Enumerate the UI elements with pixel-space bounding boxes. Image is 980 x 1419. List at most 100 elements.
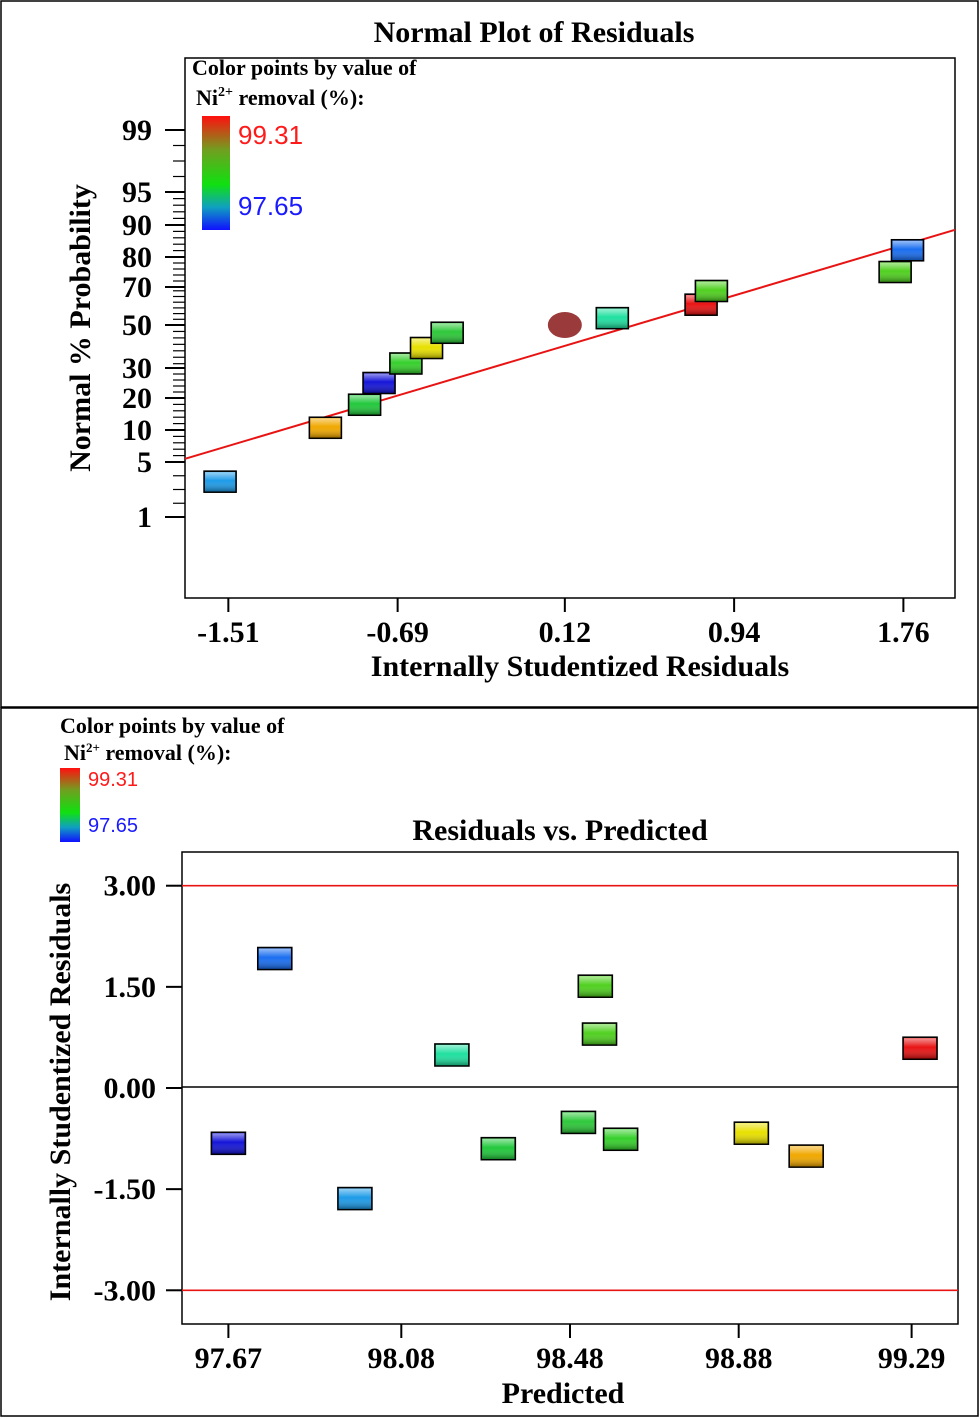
chart2-data-point: [560, 1110, 597, 1135]
chart1-y-tick-label: 1: [137, 501, 152, 534]
chart2-data-point: [577, 974, 614, 998]
chart2-data-point-shade: [579, 976, 612, 997]
panel1-border: [0, 0, 979, 708]
chart2-x-ticks: 97.67 98.08 98.48 98.88 99.29: [195, 1324, 946, 1375]
chart2-data-point-shade: [435, 1044, 468, 1065]
chart2-data-point-shade: [583, 1024, 616, 1045]
chart1-legend-max-label: 99.31: [238, 120, 303, 150]
chart1-y-tick-label: 5: [137, 446, 152, 479]
chart1-y-axis-label: Normal % Probability: [64, 184, 97, 472]
chart1-data-point: [430, 321, 464, 345]
chart1-points: [203, 238, 925, 493]
chart1-fit-line: [184, 228, 956, 460]
chart2-legend-max-label: 99.31: [88, 769, 138, 791]
chart1-data-point: [595, 306, 630, 330]
chart1-y-tick-label: 70: [122, 271, 152, 304]
chart1-y-tick-label: 50: [122, 309, 152, 342]
chart2-data-point-shade: [604, 1129, 637, 1150]
chart1-data-point-shade: [205, 472, 236, 492]
chart2-data-point-shade: [258, 948, 291, 969]
chart1-data-point: [347, 393, 382, 417]
chart2-data-point: [733, 1121, 770, 1145]
chart1-data-point: [203, 470, 237, 493]
chart1-x-tick-label: -0.69: [366, 616, 429, 649]
chart1-colorbar: [202, 116, 230, 230]
chart2-legend-min-label: 97.65: [88, 815, 138, 837]
chart2-x-tick-label: 98.48: [536, 1342, 604, 1375]
chart1-data-point-shade: [880, 262, 911, 282]
chart1-x-tick-label: -1.51: [197, 616, 260, 649]
chart1-title: Normal Plot of Residuals: [374, 16, 695, 49]
chart2-colorbar: [60, 768, 80, 842]
chart1-center-point: [547, 312, 582, 338]
chart1-y-tick-label: 90: [122, 209, 152, 242]
chart1-legend-min-label: 97.65: [238, 191, 303, 221]
chart1-data-point: [890, 238, 925, 262]
chart2-limit-lines: [182, 884, 958, 1292]
chart1-y-tick-label: 30: [122, 352, 152, 385]
chart1-data-point-shade: [696, 281, 727, 301]
chart1-legend: Color points by value of Ni2+ removal (%…: [192, 55, 417, 230]
chart2-data-point-shade: [212, 1133, 245, 1154]
chart2-data-point: [210, 1131, 247, 1156]
chart2-data-point-shade: [482, 1138, 515, 1159]
chart2-x-tick-label: 97.67: [195, 1342, 263, 1375]
chart2-x-tick-label: 99.29: [878, 1342, 946, 1375]
chart1-data-point-shade: [597, 308, 628, 328]
chart2-data-point-shade: [790, 1146, 823, 1167]
chart1-y-tick-label: 99: [122, 114, 152, 147]
chart1-x-tick-label: 0.94: [708, 616, 761, 649]
chart2-data-point-shade: [904, 1038, 937, 1059]
chart1-y-tick-label: 10: [122, 414, 152, 447]
chart2-data-point: [480, 1136, 517, 1161]
chart1-data-point-shade: [364, 373, 395, 393]
normal-plot-panel: Normal Plot of Residuals 151020305070809…: [0, 0, 979, 708]
chart2-y-tick-label: 0.00: [104, 1072, 157, 1105]
chart2-y-tick-label: -3.00: [94, 1274, 157, 1307]
chart1-data-point: [308, 416, 343, 440]
chart1-x-tick-label: 0.12: [539, 616, 592, 649]
chart1-data-point: [878, 260, 912, 284]
chart2-data-point: [337, 1186, 373, 1211]
chart2-data-point: [256, 946, 293, 971]
chart2-data-point-shade: [735, 1123, 768, 1144]
residuals-vs-predicted-panel: Color points by value of Ni2+ removal (%…: [0, 707, 979, 1417]
chart2-title: Residuals vs. Predicted: [412, 814, 708, 847]
chart1-data-point-shade: [310, 418, 341, 438]
chart2-data-point-shade: [338, 1188, 371, 1209]
chart2-data-point: [581, 1022, 618, 1046]
chart1-legend-title-line2: Ni2+ removal (%):: [196, 85, 365, 110]
chart1-x-tick-label: 1.76: [877, 616, 930, 649]
chart2-x-tick-label: 98.08: [368, 1342, 436, 1375]
chart2-data-point: [788, 1144, 824, 1168]
chart2-x-tick-label: 98.88: [705, 1342, 773, 1375]
chart2-data-point: [602, 1127, 639, 1152]
chart2-data-point-shade: [562, 1112, 595, 1133]
chart2-legend-title-line1: Color points by value of: [60, 713, 285, 738]
chart1-x-ticks: -1.51 -0.69 0.12 0.94 1.76: [197, 598, 930, 649]
chart2-y-tick-label: 3.00: [104, 870, 157, 903]
chart2-y-axis-label: Internally Studentized Residuals: [44, 883, 77, 1301]
chart1-data-point: [362, 371, 396, 395]
chart1-y-tick-label: 20: [122, 382, 152, 415]
chart1-y-minor-ticks: [173, 144, 185, 504]
chart2-x-axis-label: Predicted: [502, 1377, 625, 1410]
chart1-data-point: [694, 279, 729, 303]
chart1-data-point-shade: [432, 323, 463, 343]
chart2-y-ticks: 3.00 1.50 0.00 -1.50 -3.00: [94, 870, 182, 1307]
chart1-y-tick-label: 80: [122, 241, 152, 274]
chart2-y-tick-label: 1.50: [104, 971, 157, 1004]
chart1-legend-title-line1: Color points by value of: [192, 55, 417, 80]
chart1-data-point-shade: [349, 395, 380, 415]
chart2-data-point: [434, 1043, 470, 1067]
chart2-y-tick-label: -1.50: [94, 1173, 157, 1206]
chart2-legend: Color points by value of Ni2+ removal (%…: [60, 713, 285, 842]
chart2-points: [210, 946, 938, 1211]
chart2-plot-frame: [181, 851, 959, 1325]
chart1-plot-frame: [184, 57, 956, 599]
chart1-data-point-shade: [892, 240, 923, 260]
panel2-border: [0, 707, 979, 1417]
chart2-data-point: [902, 1036, 938, 1061]
